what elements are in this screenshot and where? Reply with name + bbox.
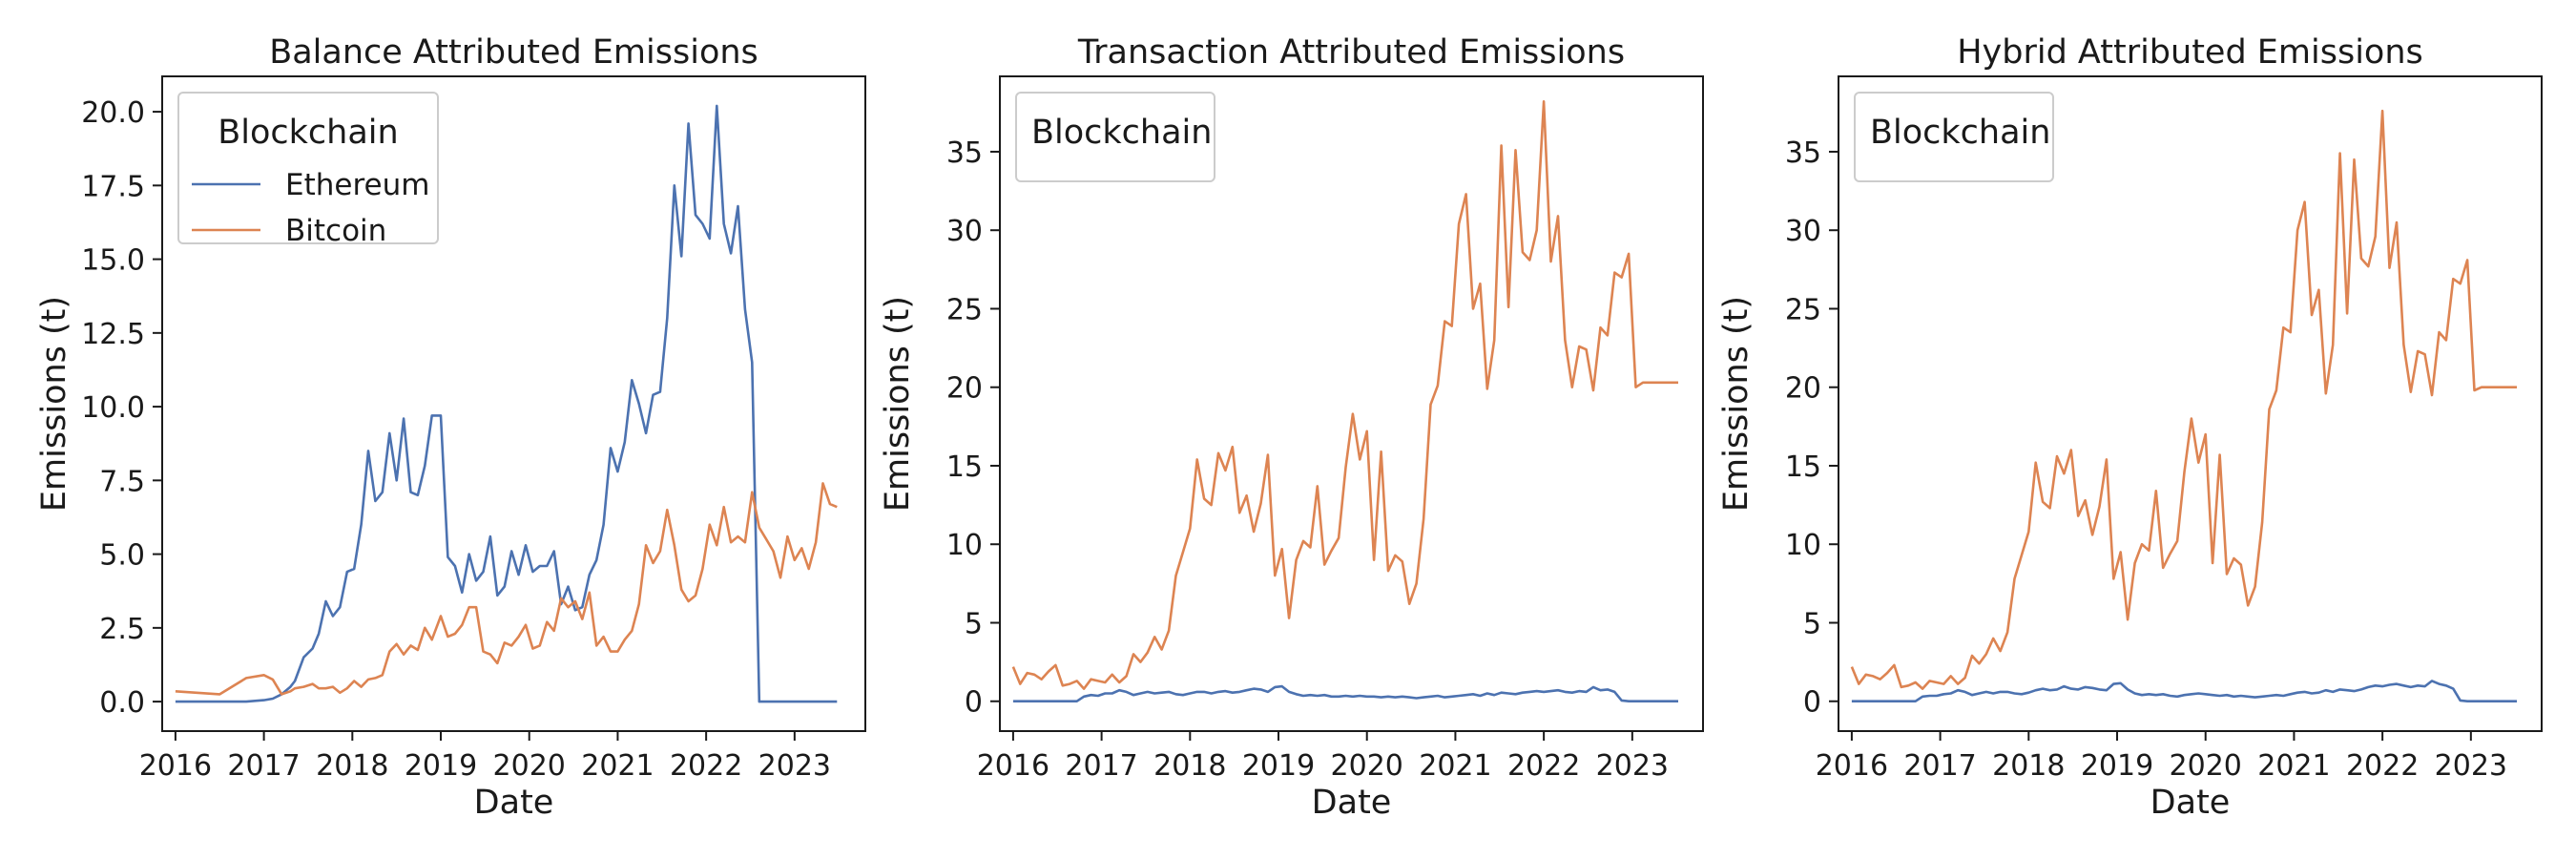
x-tick-label: 2023: [2435, 749, 2507, 783]
x-tick-label: 2019: [1242, 749, 1315, 783]
series-line-bitcoin: [1850, 109, 2517, 690]
legend-box: [1854, 92, 2054, 182]
legend-title: Blockchain: [218, 114, 398, 152]
x-tick-label: 2017: [227, 749, 300, 783]
y-tick-label: 10.0: [81, 391, 145, 425]
y-axis-label: Emissions (t): [879, 296, 917, 512]
y-tick-label: 20: [946, 372, 983, 406]
legend-title: Blockchain: [1870, 114, 2050, 152]
x-tick-label: 2020: [2170, 749, 2242, 783]
x-tick-label: 2022: [670, 749, 742, 783]
y-tick-label: 12.5: [81, 318, 145, 351]
x-tick-label: 2022: [1507, 749, 1580, 783]
x-tick-label: 2017: [1903, 749, 1976, 783]
x-tick-label: 2023: [758, 749, 831, 783]
y-tick-label: 5.0: [99, 539, 145, 573]
x-tick-label: 2017: [1065, 749, 1137, 783]
chart-title: Balance Attributed Emissions: [269, 33, 758, 72]
plot-area-frame: [1838, 75, 2543, 732]
x-tick-label: 2021: [581, 749, 654, 783]
x-tick-label: 2018: [316, 749, 388, 783]
x-tick-label: 2016: [977, 749, 1049, 783]
series-line-bitcoin: [1011, 100, 1678, 690]
x-tick-label: 2018: [1992, 749, 2065, 783]
chart-title: Hybrid Attributed Emissions: [1957, 33, 2423, 72]
y-tick-label: 20: [1785, 372, 1821, 406]
y-tick-label: 2.5: [99, 613, 145, 646]
y-tick-label: 30: [946, 215, 983, 248]
legend: Blockchain Ethereum Bitcoin: [177, 92, 439, 248]
legend: Blockchain: [1015, 92, 1215, 182]
x-tick-label: 2019: [405, 749, 477, 783]
y-tick-label: 5: [965, 607, 983, 640]
chart-panel-3: 2016 2017 2018 2019 2020 2021 2022 2023 0 5 10 15 20…: [1717, 33, 2543, 822]
x-tick-label: 2020: [493, 749, 566, 783]
y-tick-label: 0: [1803, 686, 1821, 720]
legend-box: [177, 92, 439, 244]
x-tick-label: 2018: [1153, 749, 1226, 783]
y-tick-label: 35: [1785, 136, 1821, 170]
legend-entry-ethereum: Ethereum: [285, 168, 429, 202]
legend-box: [1015, 92, 1215, 182]
y-tick-label: 20.0: [81, 96, 145, 130]
y-axis-label: Emissions (t): [35, 296, 73, 512]
y-tick-label: 15: [946, 450, 983, 484]
x-tick-label: 2020: [1331, 749, 1403, 783]
y-tick-label: 10: [1785, 529, 1821, 562]
chart-panel-1: 2016 2017 2018 2019 2020 2021 2022 2023 0.0 2.5 5.…: [35, 33, 866, 822]
x-tick-label: 2021: [2257, 749, 2330, 783]
x-axis-label: Date: [1312, 784, 1392, 822]
y-tick-label: 5: [1803, 607, 1821, 640]
y-tick-label: 0.0: [99, 686, 145, 720]
x-tick-label: 2019: [2081, 749, 2153, 783]
x-tick-label: 2016: [1816, 749, 1888, 783]
y-tick-label: 25: [1785, 293, 1821, 326]
legend: Blockchain: [1854, 92, 2054, 182]
y-tick-label: 25: [946, 293, 983, 326]
x-axis-label: Date: [2150, 784, 2231, 822]
y-tick-label: 15: [1785, 450, 1821, 484]
x-tick-label: 2016: [139, 749, 212, 783]
y-tick-label: 15.0: [81, 244, 145, 278]
x-tick-label: 2022: [2346, 749, 2419, 783]
x-tick-label: 2023: [1596, 749, 1669, 783]
x-axis-label: Date: [474, 784, 554, 822]
x-tick-label: 2021: [1419, 749, 1491, 783]
legend-entry-bitcoin: Bitcoin: [285, 214, 386, 248]
series-line-ethereum: [1851, 680, 2517, 703]
y-tick-label: 0: [965, 686, 983, 720]
plot-area-frame: [999, 75, 1704, 732]
series-line-ethereum: [175, 104, 838, 703]
chart-panel-2: 2016 2017 2018 2019 2020 2021 2022 2023 0 5 10 15 20…: [879, 33, 1704, 822]
plot-area-frame: [161, 75, 866, 732]
y-tick-label: 30: [1785, 215, 1821, 248]
y-axis-label: Emissions (t): [1717, 296, 1755, 512]
series-line-bitcoin: [175, 482, 838, 696]
y-tick-label: 10: [946, 529, 983, 562]
y-tick-label: 7.5: [99, 465, 145, 498]
series-line-ethereum: [1012, 684, 1678, 703]
y-tick-label: 35: [946, 136, 983, 170]
y-tick-label: 17.5: [81, 170, 145, 203]
legend-title: Blockchain: [1031, 114, 1212, 152]
chart-title: Transaction Attributed Emissions: [1077, 33, 1625, 72]
